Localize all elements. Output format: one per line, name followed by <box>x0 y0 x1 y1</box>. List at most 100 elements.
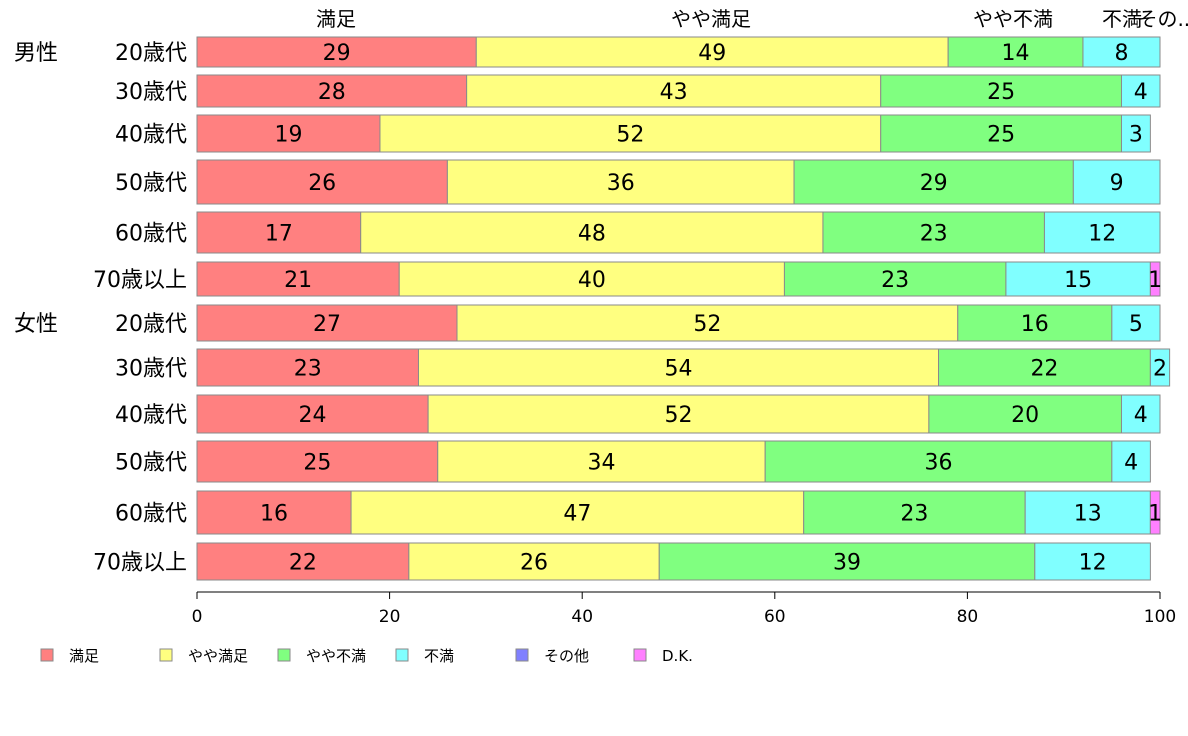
bar-segment <box>196 36 477 68</box>
top-label: やや満足 <box>671 7 751 31</box>
bar-segment <box>1149 261 1161 297</box>
x-tick-label: 0 <box>192 607 203 627</box>
data-label: 27 <box>313 312 341 337</box>
bar-segment <box>196 159 448 205</box>
data-label: 47 <box>563 502 591 527</box>
bar-segment <box>1034 542 1151 581</box>
data-label: 29 <box>323 41 351 66</box>
bar-segment <box>947 36 1084 68</box>
bar-segment <box>437 440 766 483</box>
data-label: 4 <box>1134 80 1148 105</box>
data-label: 25 <box>303 451 331 476</box>
bar-segment <box>398 261 785 297</box>
data-label: 1 <box>1148 268 1162 293</box>
bar-segment <box>1111 440 1151 483</box>
data-label: 4 <box>1124 451 1138 476</box>
bar-segment <box>1120 394 1161 434</box>
bar-segment <box>408 542 660 581</box>
bar-segment <box>880 74 1122 108</box>
bar-segment <box>196 304 458 342</box>
bar-segment <box>938 348 1151 387</box>
row-label: 40歳代 <box>115 123 187 148</box>
row-label: 70歳以上 <box>93 551 187 576</box>
data-label: 23 <box>881 268 909 293</box>
data-label: 4 <box>1134 403 1148 428</box>
data-label: 40 <box>578 268 606 293</box>
bar-segment <box>822 211 1045 254</box>
data-label: 39 <box>833 551 861 576</box>
bar-segment <box>350 490 805 535</box>
data-label: 36 <box>925 451 953 476</box>
x-tick-label: 80 <box>957 607 979 627</box>
bar-segment <box>1043 211 1161 254</box>
legend-label: D.K. <box>662 647 693 665</box>
bar-segment <box>427 394 930 434</box>
bar-segment <box>196 211 362 254</box>
data-label: 24 <box>299 403 327 428</box>
bar-segment <box>764 440 1113 483</box>
legend-swatch <box>515 648 529 662</box>
data-label: 19 <box>274 123 302 148</box>
bar-segment <box>196 261 400 297</box>
data-label: 26 <box>308 171 336 196</box>
group-label: 男性 <box>14 41 58 66</box>
data-label: 12 <box>1079 551 1107 576</box>
data-label: 9 <box>1110 171 1124 196</box>
x-axis: 0 20 40 60 80 100 <box>192 591 1176 627</box>
data-label: 49 <box>698 41 726 66</box>
data-label: 5 <box>1129 312 1143 337</box>
bar-segment <box>1111 304 1161 342</box>
bar-segment <box>783 261 1007 297</box>
data-label: 34 <box>587 451 615 476</box>
data-label: 52 <box>665 403 693 428</box>
group-label: 女性 <box>14 312 58 337</box>
data-label: 21 <box>284 268 312 293</box>
top-label: 不満 <box>1102 7 1142 31</box>
data-label: 15 <box>1064 268 1092 293</box>
row-label: 50歳代 <box>115 451 187 476</box>
data-label: 3 <box>1129 123 1143 148</box>
data-label: 17 <box>265 222 293 247</box>
data-label: 1 <box>1148 502 1162 527</box>
bar-segment <box>1120 74 1161 108</box>
data-label: 52 <box>616 123 644 148</box>
row-label: 30歳代 <box>115 357 187 382</box>
x-tick-label: 20 <box>379 607 401 627</box>
bar-segment <box>446 159 795 205</box>
legend-label: やや不満 <box>306 647 366 665</box>
data-label: 26 <box>520 551 548 576</box>
top-label: その... <box>1137 7 1188 31</box>
top-label: 満足 <box>316 7 356 31</box>
data-label: 14 <box>1002 41 1030 66</box>
bar-segment <box>196 348 419 387</box>
x-tick-label: 100 <box>1144 607 1176 627</box>
data-label: 25 <box>987 123 1015 148</box>
bar-segment <box>196 490 352 535</box>
bar-segment <box>1072 159 1161 205</box>
data-label: 13 <box>1074 502 1102 527</box>
data-label: 52 <box>693 312 721 337</box>
bar-segment <box>475 36 949 68</box>
row-label: 60歳代 <box>115 502 187 527</box>
row-label: 30歳代 <box>115 80 187 105</box>
row-label: 20歳代 <box>115 312 187 337</box>
legend-swatch <box>633 648 647 662</box>
x-tick-label: 40 <box>571 607 593 627</box>
data-label: 54 <box>665 357 693 382</box>
x-tick-label: 60 <box>764 607 786 627</box>
legend-label: その他 <box>544 647 589 665</box>
data-label: 22 <box>289 551 317 576</box>
data-label: 28 <box>318 80 346 105</box>
bar-segment <box>196 114 381 153</box>
top-labels: 満足 やや満足 やや不満 不満その... <box>316 7 1188 31</box>
bar-segment <box>1149 348 1171 387</box>
data-label: 43 <box>660 80 688 105</box>
legend-label: やや満足 <box>188 647 248 665</box>
bar-segment <box>379 114 882 153</box>
legend-swatch <box>277 648 291 662</box>
bar-segment <box>1149 490 1161 535</box>
bar-segment <box>417 348 940 387</box>
data-label: 23 <box>920 222 948 247</box>
legend: 満足 やや満足 やや不満 不満 その他 D.K. <box>40 647 693 665</box>
